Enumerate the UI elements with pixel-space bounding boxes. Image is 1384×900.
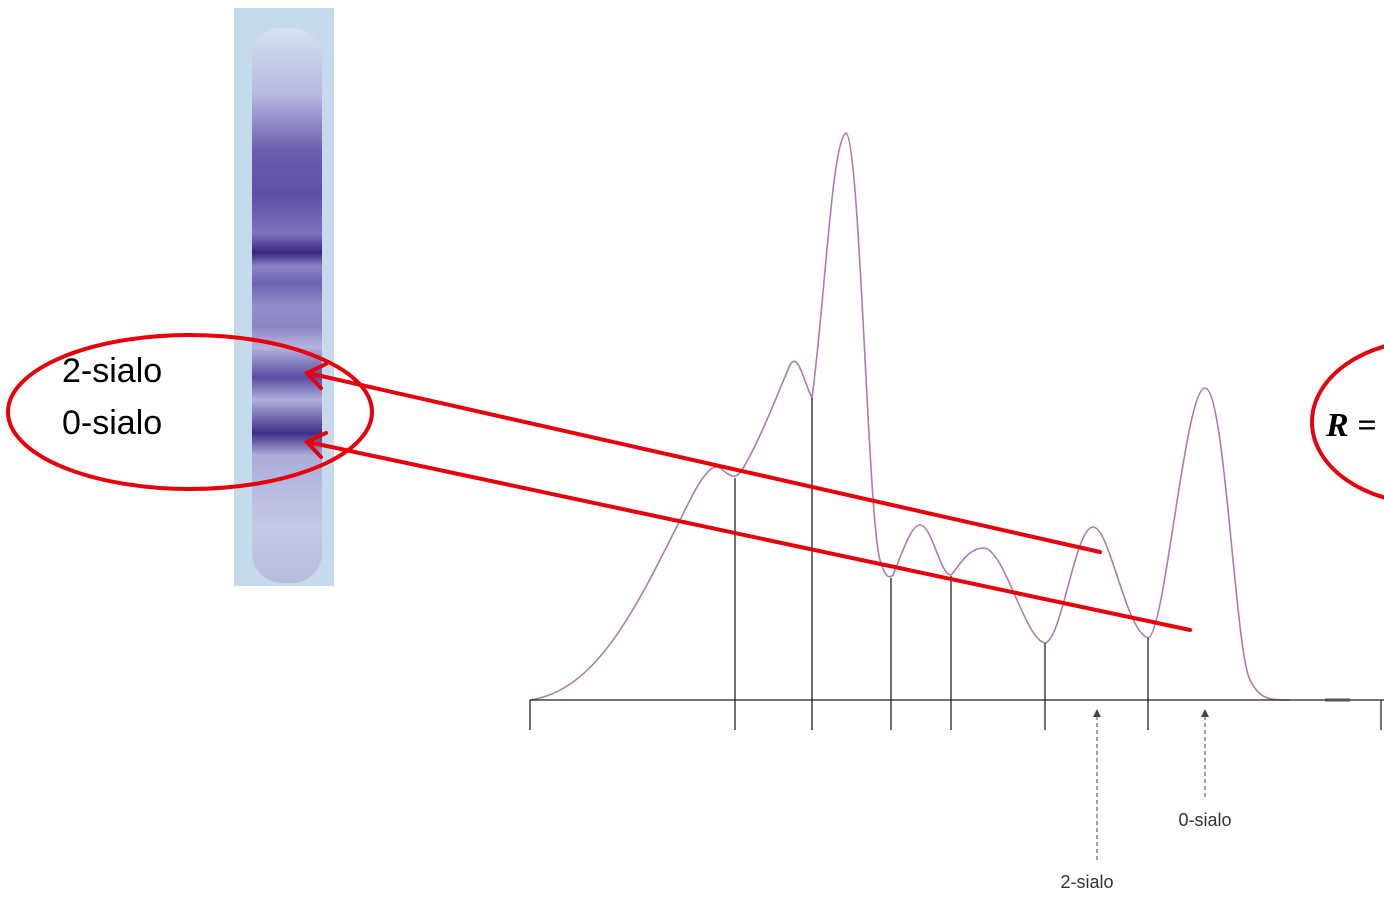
axis-label: 2-sialo (1060, 872, 1113, 892)
red-arrows (303, 362, 1192, 632)
formula: R = (1325, 407, 1377, 444)
label-pointers (1093, 709, 1209, 860)
axis-label: 0-sialo (1178, 810, 1231, 830)
gel-label: 2-sialo (62, 352, 162, 390)
gel-label: 0-sialo (62, 404, 162, 442)
highlight-ellipse (6, 333, 374, 491)
densitometry-curve (529, 132, 1291, 701)
formula-ellipse (1310, 344, 1384, 500)
gel-lane (252, 28, 322, 583)
segment-lines (529, 398, 1382, 730)
